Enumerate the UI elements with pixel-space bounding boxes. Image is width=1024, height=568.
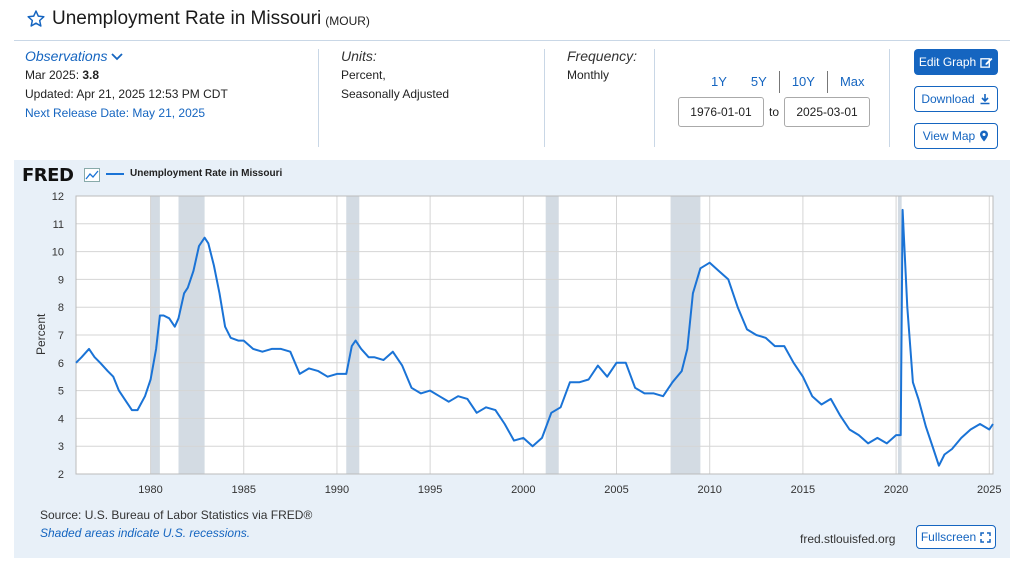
y-tick-label: 4 bbox=[58, 413, 64, 425]
download-icon bbox=[980, 94, 990, 105]
y-tick-label: 5 bbox=[58, 386, 64, 398]
frequency-column: Frequency: Monthly bbox=[567, 47, 637, 85]
site-link[interactable]: fred.stlouisfed.org bbox=[800, 532, 896, 546]
map-pin-icon bbox=[980, 130, 989, 142]
source-text: Source: U.S. Bureau of Labor Statistics … bbox=[40, 508, 313, 522]
line-chart: 2 3 4 5 6 7 8 9 10 11 12 1980 1985 1990 1995 2000 2005 20… bbox=[52, 191, 1002, 496]
date-range-to: to bbox=[769, 105, 780, 119]
edit-graph-label: Edit Graph bbox=[918, 55, 977, 69]
divider bbox=[544, 49, 545, 147]
frequency-value: Monthly bbox=[567, 68, 610, 82]
divider bbox=[654, 49, 655, 147]
fullscreen-label: Fullscreen bbox=[920, 530, 977, 544]
x-tick-label: 2010 bbox=[697, 484, 721, 496]
chart-icon bbox=[84, 168, 100, 182]
latest-observation: Mar 2025: 3.8 bbox=[25, 66, 228, 85]
y-tick-label: 9 bbox=[58, 274, 64, 286]
title-row: Unemployment Rate in Missouri (MOUR) bbox=[26, 6, 370, 32]
series-metadata: Observations Mar 2025: 3.8 Updated: Apr … bbox=[14, 40, 1010, 152]
next-release-link[interactable]: Next Release Date: May 21, 2025 bbox=[25, 106, 206, 120]
observations-dropdown[interactable]: Observations bbox=[25, 47, 228, 66]
x-tick-label: 2025 bbox=[977, 484, 1001, 496]
y-tick-label: 12 bbox=[52, 191, 64, 203]
series-code: (MOUR) bbox=[325, 13, 370, 28]
chart-legend: Unemployment Rate in Missouri bbox=[106, 168, 282, 179]
y-tick-label: 6 bbox=[58, 358, 64, 370]
edit-icon bbox=[980, 57, 993, 68]
x-tick-label: 2015 bbox=[791, 484, 815, 496]
end-date-input[interactable]: 2025-03-01 bbox=[784, 97, 871, 127]
range-5y-button[interactable]: 5Y bbox=[750, 74, 767, 89]
y-tick-label: 3 bbox=[58, 441, 64, 453]
units-line-1: Percent, bbox=[341, 68, 386, 82]
observations-column: Observations Mar 2025: 3.8 Updated: Apr … bbox=[25, 47, 228, 123]
view-map-button[interactable]: View Map bbox=[914, 123, 998, 149]
y-tick-label: 11 bbox=[53, 219, 64, 231]
plot-border bbox=[75, 195, 994, 475]
start-date-input[interactable]: 1976-01-01 bbox=[678, 97, 764, 127]
y-tick-label: 2 bbox=[58, 469, 64, 481]
series-line bbox=[75, 208, 994, 467]
units-line-2: Seasonally Adjusted bbox=[341, 87, 450, 101]
download-label: Download bbox=[921, 92, 975, 106]
x-tick-label: 1980 bbox=[138, 484, 162, 496]
y-tick-label: 8 bbox=[58, 302, 64, 314]
range-buttons: 1Y 5Y 10Y Max bbox=[699, 71, 877, 93]
legend-label: Unemployment Rate in Missouri bbox=[130, 168, 283, 179]
recession-note: Shaded areas indicate U.S. recessions. bbox=[40, 526, 251, 540]
x-tick-label: 1995 bbox=[418, 484, 442, 496]
range-1y-button[interactable]: 1Y bbox=[711, 74, 727, 89]
x-tick-label: 2020 bbox=[884, 484, 908, 496]
edit-graph-button[interactable]: Edit Graph bbox=[914, 49, 998, 75]
page-title: Unemployment Rate in Missouri bbox=[52, 8, 322, 29]
observation-value: 3.8 bbox=[82, 68, 100, 82]
range-10y-button[interactable]: 10Y bbox=[778, 71, 827, 93]
x-tick-label: 2000 bbox=[511, 484, 535, 496]
y-tick-label: 10 bbox=[52, 247, 64, 259]
frequency-label: Frequency: bbox=[567, 48, 638, 64]
divider bbox=[889, 49, 890, 147]
updated-text: Updated: Apr 21, 2025 12:53 PM CDT bbox=[25, 87, 228, 101]
divider bbox=[318, 49, 319, 147]
units-column: Units: Percent, Seasonally Adjusted bbox=[341, 47, 449, 104]
x-tick-label: 1985 bbox=[232, 484, 256, 496]
observations-label: Observations bbox=[25, 48, 108, 64]
fullscreen-button[interactable]: Fullscreen bbox=[916, 525, 996, 549]
x-tick-label: 1990 bbox=[325, 484, 349, 496]
fullscreen-icon bbox=[980, 531, 991, 543]
units-label: Units: bbox=[341, 48, 377, 64]
observation-date: Mar 2025: bbox=[25, 68, 80, 82]
download-button[interactable]: Download bbox=[914, 86, 998, 112]
date-range: 1976-01-01 to 2025-03-01 bbox=[678, 97, 871, 127]
fred-logo: FRED bbox=[22, 165, 74, 186]
chevron-down-icon bbox=[111, 52, 124, 60]
range-max-button[interactable]: Max bbox=[826, 71, 877, 93]
chart-panel: FRED Unemployment Rate in Missouri Perce… bbox=[14, 160, 1010, 558]
view-map-label: View Map bbox=[922, 129, 976, 143]
star-icon[interactable] bbox=[26, 9, 46, 29]
y-tick-label: 7 bbox=[58, 330, 64, 342]
x-tick-label: 2005 bbox=[604, 484, 628, 496]
legend-swatch bbox=[106, 172, 124, 175]
